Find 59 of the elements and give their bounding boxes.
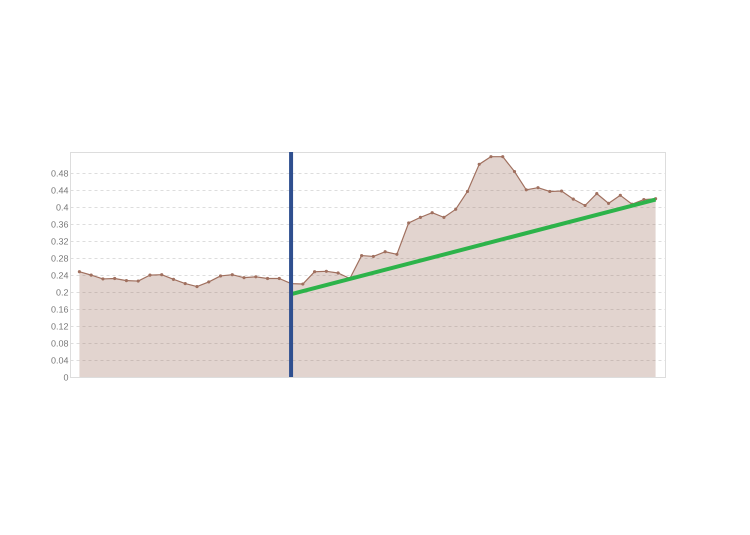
point [489,155,493,158]
point [113,276,116,280]
point [372,254,375,258]
point [501,155,504,158]
point [524,188,528,192]
y-tick-label: 0 [63,372,68,382]
point [642,198,646,202]
point [124,279,128,282]
point [560,189,564,193]
point [278,276,281,280]
point [478,162,481,166]
point [136,279,140,283]
point [466,190,470,194]
point [454,208,458,211]
point [242,276,246,280]
y-tick-label: 0.28 [50,254,68,264]
point [266,276,270,280]
point [384,250,387,254]
y-tick-label: 0.08 [50,338,68,349]
y-tick-label: 0.16 [50,304,68,315]
point [430,211,434,214]
y-tick-label: 0.4 [56,202,68,213]
y-tick-label: 0.04 [50,356,68,366]
y-tick-label: 0.44 [50,186,68,196]
point [230,273,234,276]
point [90,274,93,277]
point [195,285,199,288]
point [148,274,152,277]
y-tick-label: 0.2 [56,288,68,298]
point [442,216,446,219]
point [172,278,176,281]
point [313,270,316,274]
point [360,254,364,258]
point [301,282,304,286]
point [218,274,222,278]
point [184,282,187,286]
point [324,270,328,273]
y-tick-label: 0.36 [50,220,68,230]
y-tick-label: 0.24 [50,270,68,281]
point [207,280,210,284]
point [336,271,340,275]
point [606,202,610,205]
point [618,194,622,197]
point [536,186,540,190]
point [395,252,398,256]
y-tick-label: 0.32 [50,236,68,247]
point [101,277,105,281]
point [160,273,164,276]
point [583,204,587,208]
y-tick-label: 0.12 [50,322,68,332]
point [595,192,598,196]
point [512,170,516,174]
point [407,221,410,224]
point [572,198,575,201]
point [418,216,422,219]
point [254,275,258,278]
point [78,270,81,274]
y-tick-label: 0.48 [50,168,68,179]
point [548,190,552,194]
